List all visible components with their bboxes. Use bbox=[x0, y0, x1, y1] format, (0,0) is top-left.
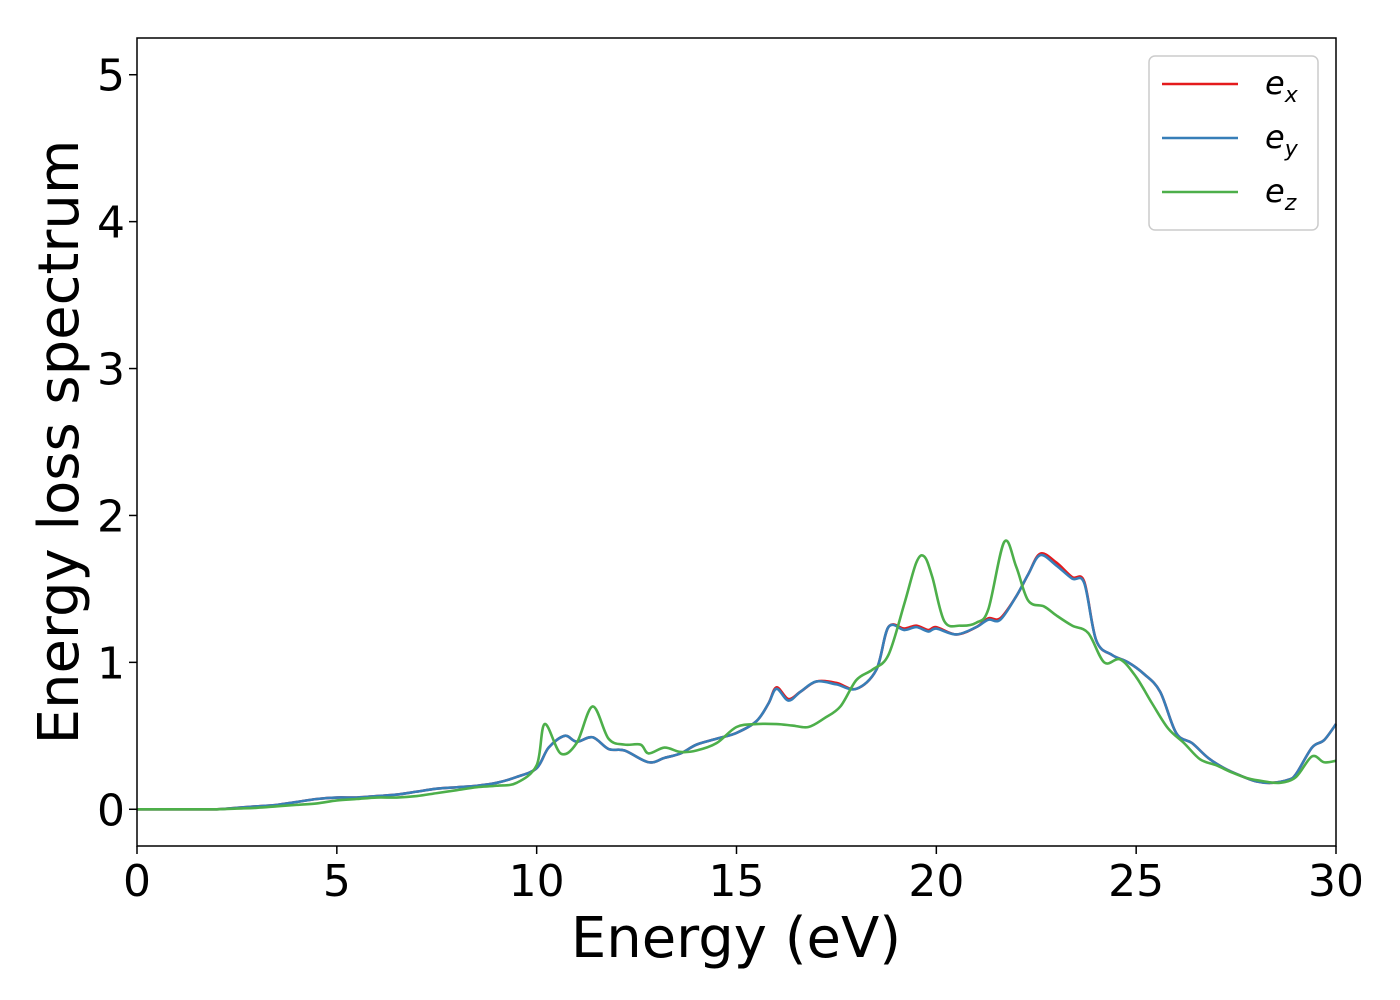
series-line-z bbox=[137, 539, 1337, 811]
x-tick-label: 15 bbox=[709, 856, 765, 907]
x-tick-label: 5 bbox=[323, 856, 351, 907]
y-tick-label: 5 bbox=[97, 51, 125, 102]
legend-label-x: ex bbox=[1265, 64, 1299, 108]
series-layer bbox=[137, 539, 1338, 811]
legend-label-z: ez bbox=[1265, 172, 1297, 216]
y-tick-label: 0 bbox=[97, 785, 125, 836]
legend-label-y: ey bbox=[1265, 118, 1299, 162]
legend: ex ey ez bbox=[1148, 55, 1319, 231]
y-axis-label: Energy loss spectrum bbox=[27, 140, 92, 745]
y-tick-label: 2 bbox=[97, 491, 125, 542]
series-line-x bbox=[137, 552, 1338, 811]
legend-box bbox=[1148, 55, 1319, 231]
x-tick-label: 10 bbox=[509, 856, 565, 907]
x-tick-label: 20 bbox=[908, 856, 964, 907]
x-tick-label: 25 bbox=[1108, 856, 1164, 907]
y-tick-label: 1 bbox=[97, 638, 125, 689]
ticks-layer: 0 5 10 15 20 25 30 0 1 2 3 4 5 bbox=[97, 51, 1364, 907]
x-tick-label: 0 bbox=[123, 856, 151, 907]
series-line-y bbox=[137, 553, 1338, 811]
x-tick-label: 30 bbox=[1308, 856, 1364, 907]
x-axis-label: Energy (eV) bbox=[571, 906, 901, 971]
y-tick-label: 4 bbox=[97, 198, 125, 249]
y-tick-label: 3 bbox=[97, 345, 125, 396]
